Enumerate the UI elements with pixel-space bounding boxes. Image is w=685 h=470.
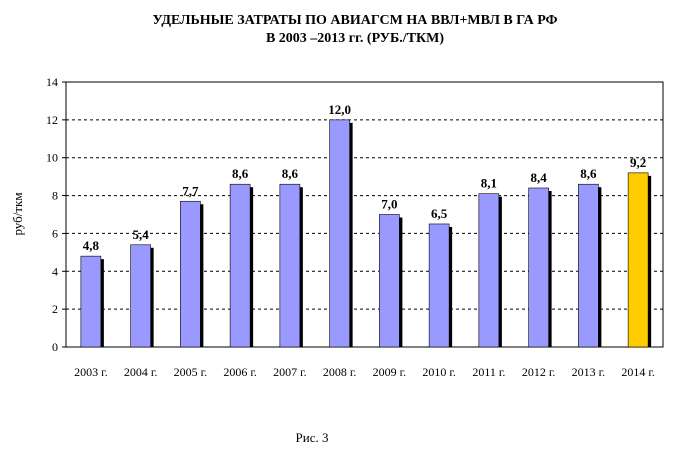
bar [130, 244, 151, 348]
bars [80, 119, 652, 348]
x-tick-label: 2013 г. [572, 365, 606, 379]
gridlines [66, 119, 663, 310]
y-tick-label: 6 [52, 226, 58, 240]
x-tick-label: 2003 г. [74, 365, 108, 379]
data-label: 8,4 [531, 170, 548, 185]
x-tick-label: 2012 г. [522, 365, 556, 379]
chart-title-line-2: В 2003 –2013 гг. (РУБ./ТКМ) [266, 31, 444, 46]
data-label: 8,6 [282, 166, 299, 181]
bar [329, 119, 350, 348]
bar [578, 183, 599, 348]
y-axis-label: руб/ткм [10, 192, 25, 235]
x-tick-label: 2010 г. [422, 365, 456, 379]
y-tick-label: 14 [46, 75, 58, 89]
data-labels: 4,8 5,4 7,7 8,6 8,6 12,0 7,0 6,5 8,1 8,4 8,6 9,2 [83, 102, 647, 253]
bar [279, 183, 301, 348]
data-label: 12,0 [328, 102, 351, 117]
data-label: 7,0 [381, 197, 397, 212]
bar [180, 200, 201, 348]
x-tick-label: 2005 г. [174, 365, 208, 379]
x-tick-label: 2014 г. [621, 365, 655, 379]
plot-area-border [65, 81, 664, 348]
bar [478, 193, 500, 348]
x-tick-label: 2009 г. [373, 365, 407, 379]
data-label: 4,8 [83, 238, 100, 253]
bar [627, 172, 649, 348]
x-tick-label: 2008 г. [323, 365, 357, 379]
y-tick-label: 2 [52, 302, 58, 316]
data-label: 7,7 [182, 183, 199, 198]
y-axis-ticks: 0 2 4 6 8 10 12 14 [46, 75, 66, 354]
y-tick-label: 4 [52, 264, 58, 278]
figure-caption: Рис. 3 [296, 430, 329, 445]
x-tick-label: 2007 г. [273, 365, 307, 379]
x-tick-label: 2004 г. [124, 365, 158, 379]
data-label: 8,1 [481, 176, 497, 191]
x-tick-label: 2011 г. [472, 365, 505, 379]
y-tick-label: 10 [46, 151, 58, 165]
x-axis-ticks: 2003 г. 2004 г. 2005 г. 2006 г. 2007 г. 2008 … [74, 365, 655, 379]
y-tick-label: 12 [46, 113, 58, 127]
data-label: 5,4 [133, 227, 150, 242]
data-label: 8,6 [580, 166, 597, 181]
y-tick-label: 8 [52, 189, 58, 203]
data-label: 6,5 [431, 206, 448, 221]
bar [528, 187, 549, 348]
y-tick-label: 0 [52, 340, 58, 354]
bar [80, 255, 102, 348]
data-label: 9,2 [630, 155, 646, 170]
data-label: 8,6 [232, 166, 249, 181]
x-tick-label: 2006 г. [223, 365, 257, 379]
bar [229, 183, 251, 348]
chart-title-line-1: УДЕЛЬНЫЕ ЗАТРАТЫ ПО АВИАГСМ НА ВВЛ+МВЛ В… [152, 13, 557, 28]
bar [428, 223, 450, 348]
bar [379, 214, 400, 348]
